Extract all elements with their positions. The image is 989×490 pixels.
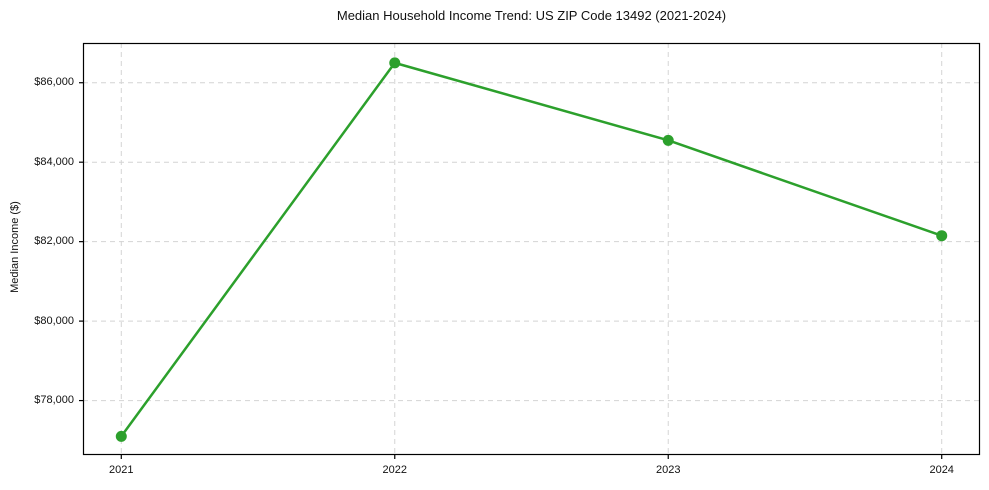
y-tick-label-84000: $84,000: [34, 155, 74, 168]
x-tick-label-2021: 2021: [109, 464, 134, 476]
x-tick-label-2024: 2024: [929, 464, 954, 476]
x-tick-label-2023: 2023: [655, 464, 681, 476]
plot-border: [82, 42, 981, 456]
data-point-2021: [115, 430, 127, 442]
y-tick-label-82000: $82,000: [34, 235, 74, 248]
data-point-2024: [936, 230, 948, 242]
y-tick-label-80000: $80,000: [34, 314, 74, 327]
chart-title: Median Household Income Trend: US ZIP Co…: [336, 8, 727, 23]
y-tick-label-86000: $86,000: [34, 76, 74, 89]
data-point-2023: [662, 134, 674, 146]
y-tick-label-78000: $78,000: [34, 394, 74, 407]
data-point-2022: [389, 57, 401, 69]
trend-line: [120, 61, 943, 438]
x-tick-label-2022: 2022: [382, 464, 407, 476]
